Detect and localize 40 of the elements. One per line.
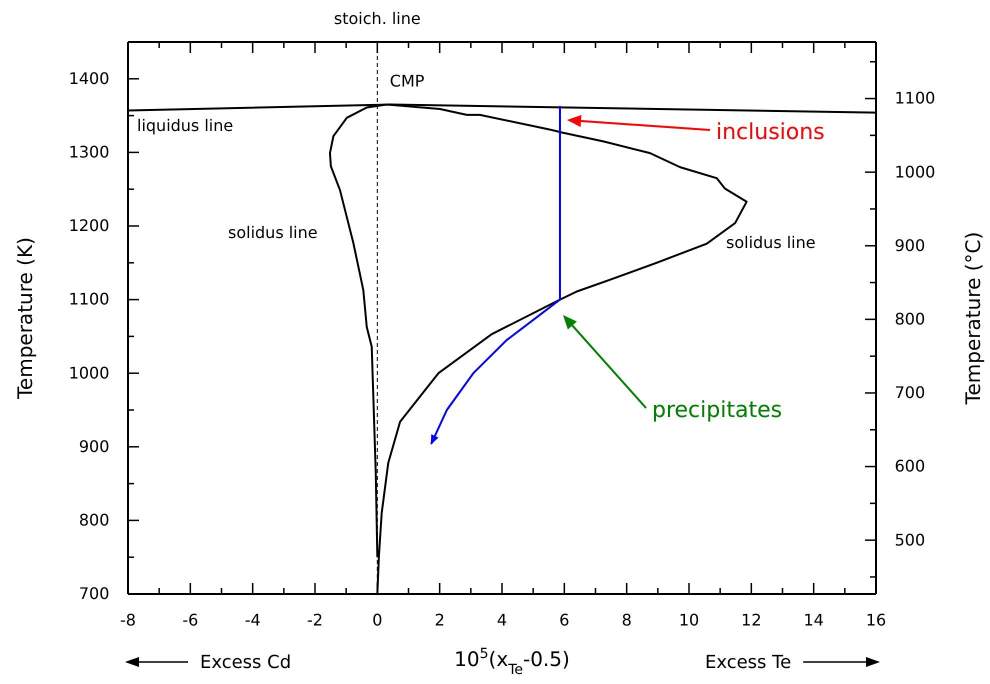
y-tick-label: 800 [78, 510, 110, 530]
x-tick-label: -2 [307, 610, 323, 630]
y-tick-label: 1100 [68, 290, 110, 309]
x-tick-label: 6 [559, 610, 570, 630]
x-tick-label: 2 [434, 610, 445, 630]
x-tick-label: 10 [678, 610, 700, 630]
x-axis-title: 10$^{5}$(x$_{Te}$-0.5) [454, 646, 570, 678]
x-tick-label: 12 [741, 610, 762, 630]
y-tick-label: 1200 [68, 216, 110, 236]
x-tick-label: 14 [803, 610, 824, 630]
y2-tick-label: 600 [894, 456, 926, 476]
x-tick-label: -6 [182, 610, 198, 630]
y2-axis-title: Temperature (°C) [961, 232, 985, 406]
y-tick-label: 1400 [68, 68, 110, 88]
text: Excess Cd [200, 652, 292, 673]
x-tick-label: -8 [120, 610, 136, 630]
y-axis-title: Temperature (K) [13, 237, 37, 400]
y-tick-label: 1000 [68, 363, 110, 382]
annotation: inclusions [716, 120, 825, 145]
annotation: solidus line [228, 223, 318, 242]
y2-tick-label: 900 [894, 236, 926, 255]
annotation: CMP [390, 72, 425, 91]
ref-line-label: stoich. line [334, 9, 421, 28]
annotation: solidus line [726, 233, 816, 252]
y-tick-label: 1300 [68, 142, 110, 162]
x-tick-label: 4 [496, 610, 508, 630]
annotation: precipitates [652, 398, 782, 423]
y2-tick-label: 700 [894, 383, 926, 402]
y-tick-label: 900 [78, 436, 110, 456]
y2-tick-label: 1000 [894, 162, 936, 182]
annotation: liquidus line [137, 116, 234, 135]
x-tick-label: 0 [372, 610, 382, 630]
y2-tick-label: 1100 [894, 88, 936, 108]
x-tick-label: 16 [866, 610, 886, 630]
x-tick-label: -4 [244, 610, 261, 630]
y-tick-label: 700 [78, 584, 110, 604]
y2-tick-label: 500 [894, 530, 926, 550]
text: Excess Te [705, 652, 792, 673]
y2-tick-label: 800 [894, 309, 926, 328]
x-tick-label: 8 [622, 610, 632, 630]
